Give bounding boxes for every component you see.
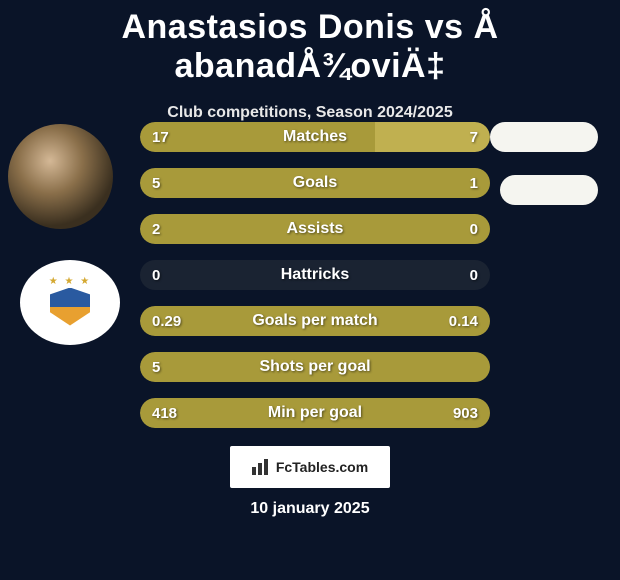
stat-label: Min per goal xyxy=(140,398,490,428)
stat-label: Shots per goal xyxy=(140,352,490,382)
stat-value-right: 0 xyxy=(470,214,478,244)
club-shield-icon xyxy=(50,288,90,326)
bar-chart-icon xyxy=(252,459,270,475)
subtitle: Club competitions, Season 2024/2025 xyxy=(0,104,620,122)
stat-row: 17Matches7 xyxy=(140,122,490,152)
stat-row: 418Min per goal903 xyxy=(140,398,490,428)
stats-container: 17Matches75Goals12Assists00Hattricks00.2… xyxy=(140,122,490,444)
stat-value-right: 903 xyxy=(453,398,478,428)
date-label: 10 january 2025 xyxy=(0,500,620,518)
stat-value-right: 1 xyxy=(470,168,478,198)
player-right-pill-1 xyxy=(490,122,598,152)
stat-label: Goals xyxy=(140,168,490,198)
stat-label: Matches xyxy=(140,122,490,152)
stat-label: Hattricks xyxy=(140,260,490,290)
stat-value-right: 7 xyxy=(470,122,478,152)
stat-row: 0.29Goals per match0.14 xyxy=(140,306,490,336)
stat-value-right: 0 xyxy=(470,260,478,290)
club-stars-icon: ★ ★ ★ xyxy=(40,276,100,287)
stat-value-right: 0.14 xyxy=(449,306,478,336)
brand-text: FcTables.com xyxy=(276,459,368,475)
club-badge: ★ ★ ★ xyxy=(20,260,120,345)
brand-badge[interactable]: FcTables.com xyxy=(230,446,390,488)
stat-label: Assists xyxy=(140,214,490,244)
stat-row: 5Goals1 xyxy=(140,168,490,198)
stat-row: 2Assists0 xyxy=(140,214,490,244)
stat-label: Goals per match xyxy=(140,306,490,336)
page-title: Anastasios Donis vs Å abanadÅ¾oviÄ‡ xyxy=(0,0,620,86)
player-left-avatar xyxy=(8,124,113,229)
player-right-pill-2 xyxy=(500,175,598,205)
stat-row: 0Hattricks0 xyxy=(140,260,490,290)
stat-row: 5Shots per goal xyxy=(140,352,490,382)
